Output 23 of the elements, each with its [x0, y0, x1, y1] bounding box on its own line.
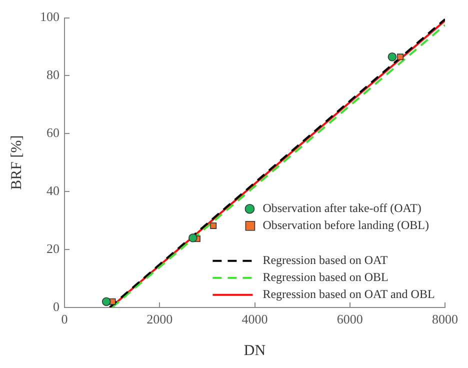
y-axis-title: BRF [%]: [8, 135, 25, 190]
legend-label: Regression based on OAT and OBL: [262, 287, 435, 302]
point: [188, 233, 198, 242]
point: [210, 222, 217, 229]
legend-label: Observation before landing (OBL): [262, 218, 429, 232]
y-tick-label: 0: [53, 298, 60, 314]
legend-label: Observation after take-off (OAT): [262, 201, 422, 216]
point: [109, 298, 116, 305]
point: [102, 297, 111, 306]
x-tick-label: 4000: [242, 312, 268, 327]
point: [397, 54, 404, 60]
legend-label: Regression based on OAT: [262, 253, 388, 268]
legend-label: Regression based on OBL: [262, 270, 388, 284]
y-tick-label: 60: [46, 125, 60, 140]
y-tick-label: 80: [46, 67, 60, 82]
y-tick-label: 20: [46, 240, 60, 256]
x-axis-title: DN: [244, 342, 266, 359]
x-tick-label: 8000: [432, 312, 458, 327]
x-tick-label: 2000: [146, 312, 173, 327]
y-tick-label: 40: [46, 182, 60, 198]
y-tick-label: 100: [40, 9, 60, 24]
point: [388, 52, 397, 62]
x-tick-label: 6000: [336, 312, 363, 327]
